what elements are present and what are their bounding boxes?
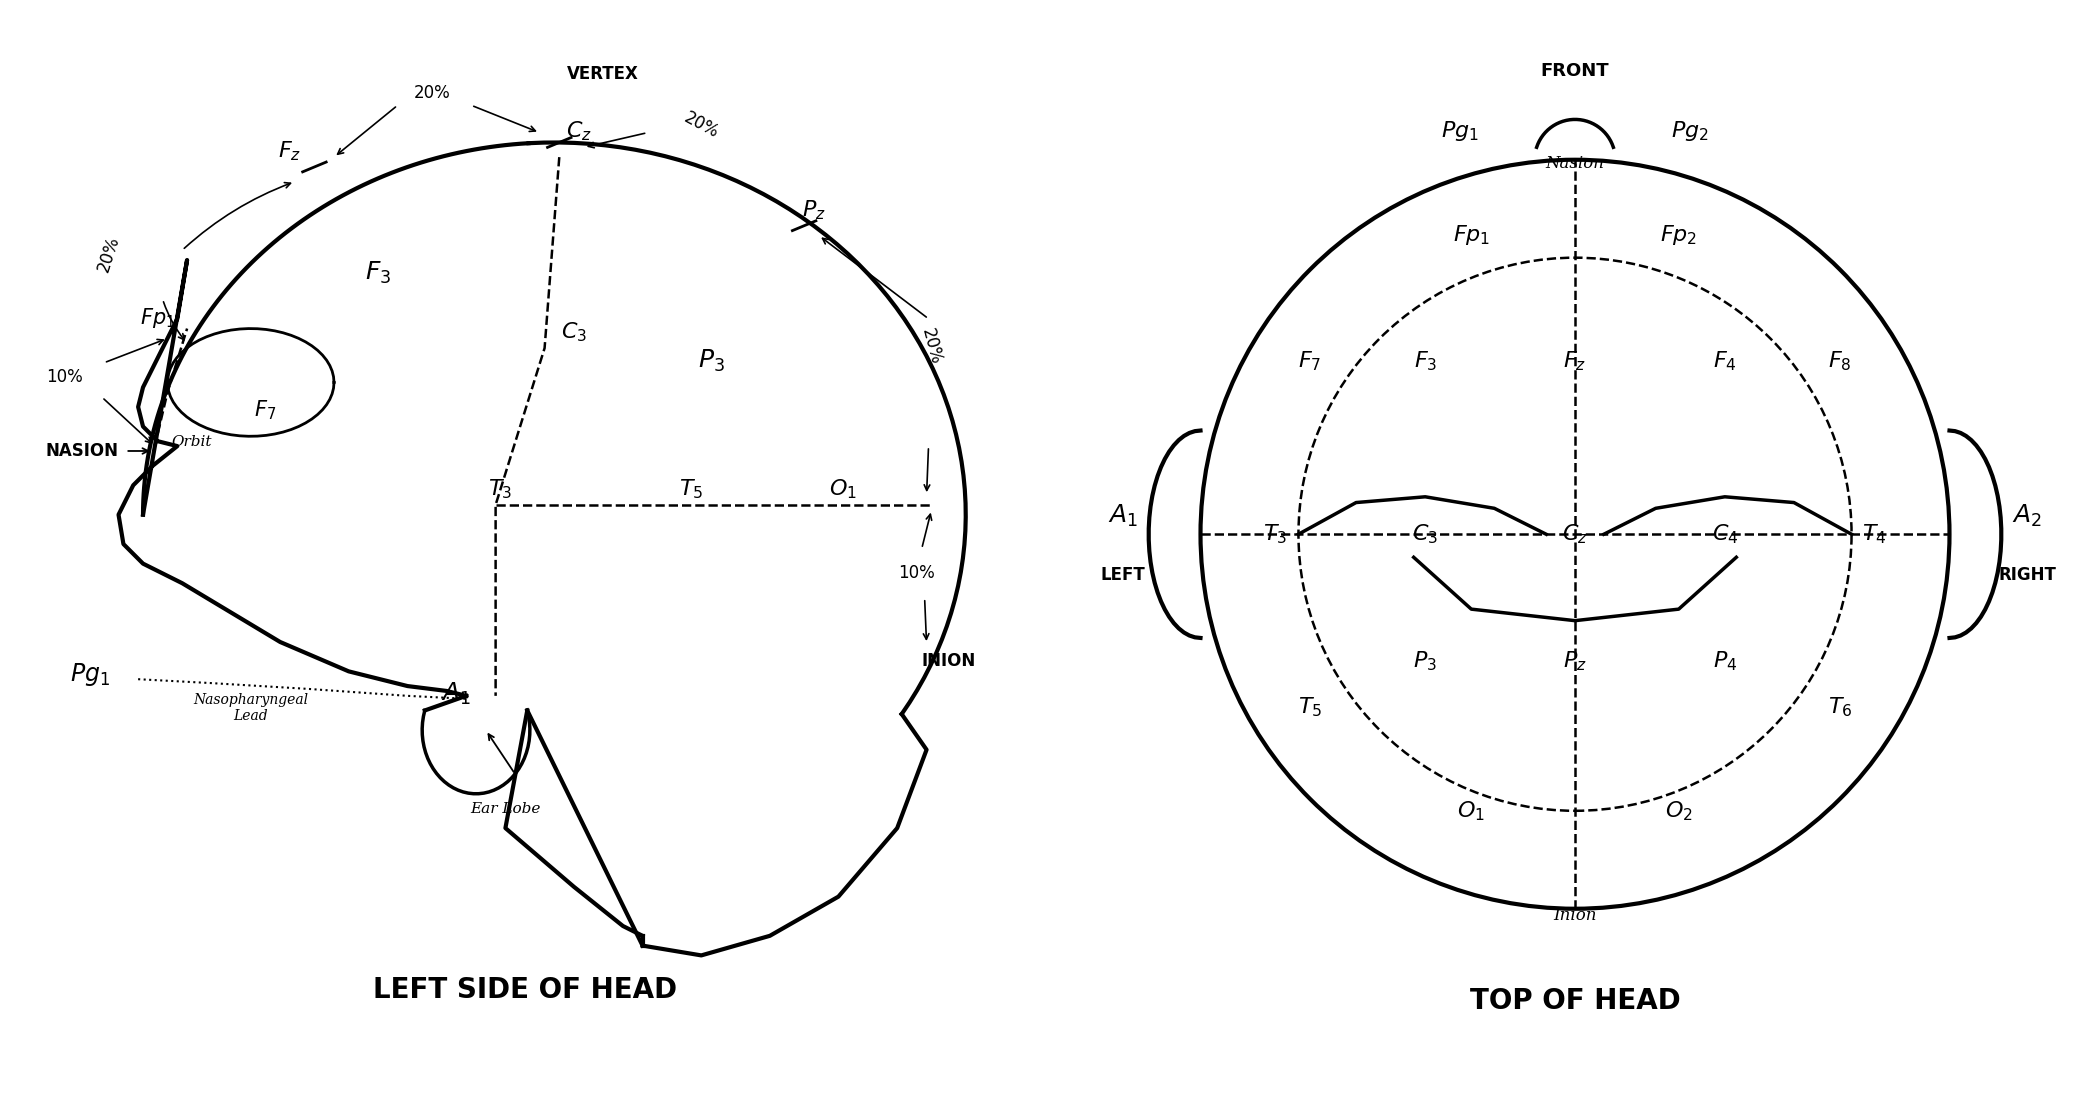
Text: $P_3$: $P_3$ [697,347,724,374]
Text: $F_z$: $F_z$ [1562,349,1588,373]
Text: LEFT SIDE OF HEAD: LEFT SIDE OF HEAD [374,976,676,1004]
Text: $C_3$: $C_3$ [1411,522,1438,546]
Text: VERTEX: VERTEX [567,65,638,82]
Text: Nasopharyngeal
Lead: Nasopharyngeal Lead [193,693,309,723]
Text: $O_2$: $O_2$ [1665,799,1693,823]
Text: $F_8$: $F_8$ [1829,349,1852,373]
Text: $T_5$: $T_5$ [680,477,704,501]
Text: 10%: 10% [46,368,84,386]
Text: Ear Lobe: Ear Lobe [470,802,540,816]
Text: $Pg_1$: $Pg_1$ [1441,119,1478,142]
Text: $Pg_1$: $Pg_1$ [69,661,109,688]
Text: NASION: NASION [44,442,118,460]
Text: $T_5$: $T_5$ [1298,696,1323,719]
Text: $T_4$: $T_4$ [1863,522,1888,546]
Text: 20%: 20% [94,234,124,274]
Text: $A_1$: $A_1$ [1109,503,1138,529]
Text: $A_1$: $A_1$ [441,681,470,707]
Text: $P_4$: $P_4$ [1714,649,1737,672]
Text: 20%: 20% [680,108,722,141]
Text: $C_3$: $C_3$ [561,321,588,344]
Text: FRONT: FRONT [1541,62,1609,80]
Text: $F_3$: $F_3$ [365,259,391,286]
Text: Inion: Inion [1554,907,1596,924]
Text: $A_2$: $A_2$ [2012,503,2041,529]
Text: $F_7$: $F_7$ [254,398,277,422]
Text: $F_7$: $F_7$ [1298,349,1321,373]
Text: $T_6$: $T_6$ [1827,696,1852,719]
Text: $Fp_2$: $Fp_2$ [1661,223,1697,247]
Text: $F_3$: $F_3$ [1413,349,1436,373]
Text: $Fp_1$: $Fp_1$ [141,306,174,329]
Text: $T_3$: $T_3$ [489,477,512,501]
Text: $C_z$: $C_z$ [565,119,592,144]
Text: RIGHT: RIGHT [1999,567,2056,584]
Text: $C_z$: $C_z$ [1562,522,1588,546]
Text: $Fp_1$: $Fp_1$ [1453,223,1489,247]
Text: INION: INION [922,652,976,670]
Text: 10%: 10% [899,564,934,582]
Text: $P_3$: $P_3$ [1413,649,1436,672]
Text: $C_4$: $C_4$ [1712,522,1739,546]
Text: LEFT: LEFT [1100,567,1145,584]
Text: $Pg_2$: $Pg_2$ [1672,119,1709,142]
Text: $P_z$: $P_z$ [1562,649,1588,672]
Text: Nasion: Nasion [1546,156,1604,173]
Text: $O_1$: $O_1$ [1457,799,1485,823]
Text: $T_3$: $T_3$ [1264,522,1287,546]
Text: $F_4$: $F_4$ [1714,349,1737,373]
Text: $F_z$: $F_z$ [279,139,302,162]
Text: TOP OF HEAD: TOP OF HEAD [1470,986,1680,1015]
Text: 20%: 20% [414,85,449,102]
Text: 20%: 20% [918,327,945,367]
Text: $O_1$: $O_1$ [830,477,857,501]
Text: $P_z$: $P_z$ [802,198,825,221]
Text: Orbit: Orbit [172,435,212,449]
